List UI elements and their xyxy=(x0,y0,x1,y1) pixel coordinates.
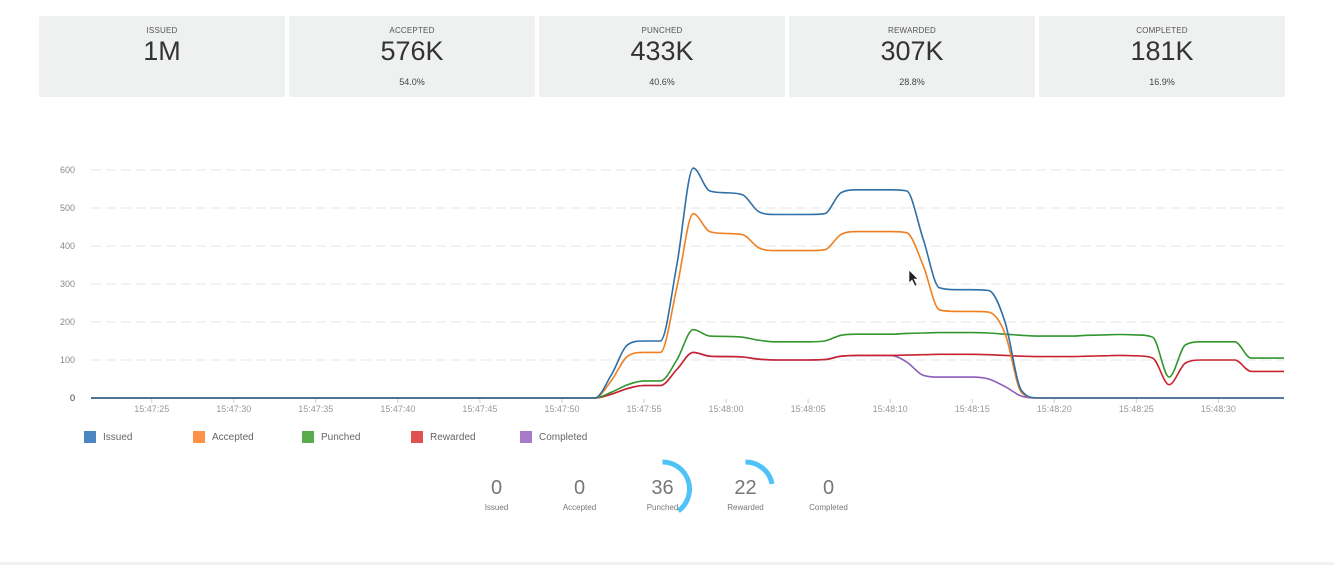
card-percent: 54.0% xyxy=(399,77,425,87)
y-tick-label: 500 xyxy=(60,203,75,213)
x-tick-label: 15:48:05 xyxy=(791,404,826,414)
x-tick-label: 15:48:25 xyxy=(1119,404,1154,414)
y-tick-label: 400 xyxy=(60,241,75,251)
summary-cards: ISSUED 1M ACCEPTED 576K 54.0% PUNCHED 43… xyxy=(39,16,1285,97)
gauge-arc xyxy=(745,459,775,485)
gauge-label: Issued xyxy=(484,503,509,512)
card-label: ACCEPTED xyxy=(389,26,435,35)
series-line-punched xyxy=(91,328,1284,399)
legend-item-completed[interactable]: Completed xyxy=(520,431,629,443)
series-line-issued xyxy=(91,167,1284,399)
gauge-arc-fill xyxy=(745,459,775,485)
live-gauges: 0 Issued 0 Accepted 36 Punched 22 Reward… xyxy=(455,458,870,518)
card-percent: 28.8% xyxy=(899,77,925,87)
x-tick-label: 15:47:50 xyxy=(544,404,579,414)
gauge-label: Punched xyxy=(646,503,679,512)
card-issued: ISSUED 1M xyxy=(39,16,285,97)
card-label: PUNCHED xyxy=(641,26,683,35)
gauge-completed: 0 Completed xyxy=(787,458,870,518)
card-percent: 16.9% xyxy=(1149,77,1175,87)
legend-swatch xyxy=(302,431,314,443)
card-percent xyxy=(39,77,285,88)
card-label: ISSUED xyxy=(146,26,178,35)
x-axis: 15:47:25 15:47:30 15:47:35 15:47:40 15:47:45… xyxy=(134,399,1236,414)
legend-item-issued[interactable]: Issued xyxy=(84,431,193,443)
legend-label: Rewarded xyxy=(430,431,476,443)
card-accepted: ACCEPTED 576K 54.0% xyxy=(289,16,535,97)
x-tick-label: 15:47:30 xyxy=(216,404,251,414)
y-axis: 0 100 200 300 400 500 600 xyxy=(60,165,75,403)
card-value: 576K xyxy=(380,36,444,66)
card-punched: PUNCHED 433K 40.6% xyxy=(539,16,785,97)
gauge-label: Completed xyxy=(809,503,848,512)
card-completed: COMPLETED 181K 16.9% xyxy=(1039,16,1285,97)
x-tick-label: 15:48:15 xyxy=(955,404,990,414)
gauge-value: 0 xyxy=(822,477,835,499)
card-value: 307K xyxy=(880,36,944,66)
gauge-value: 0 xyxy=(573,477,586,499)
card-value: 433K xyxy=(630,36,694,66)
x-tick-label: 15:47:45 xyxy=(462,404,497,414)
card-rewarded: REWARDED 307K 28.8% xyxy=(789,16,1035,97)
gauge-arc xyxy=(662,459,692,513)
legend-item-rewarded[interactable]: Rewarded xyxy=(411,431,520,443)
legend-swatch xyxy=(411,431,423,443)
card-percent: 40.6% xyxy=(649,77,675,87)
gauge-value: 22 xyxy=(734,477,757,499)
x-tick-label: 15:47:40 xyxy=(380,404,415,414)
gauge-arc-fill xyxy=(662,459,692,513)
x-tick-label: 15:48:20 xyxy=(1037,404,1072,414)
card-label: COMPLETED xyxy=(1136,26,1188,35)
card-value: 1M xyxy=(143,36,181,66)
gauge-value: 0 xyxy=(490,477,503,499)
legend-label: Issued xyxy=(103,431,133,443)
gauge-label: Accepted xyxy=(562,503,597,512)
series-line-rewarded xyxy=(91,351,1284,399)
divider xyxy=(0,562,1334,565)
legend-item-punched[interactable]: Punched xyxy=(302,431,411,443)
x-tick-label: 15:47:55 xyxy=(626,404,661,414)
legend-label: Accepted xyxy=(212,431,254,443)
series-line-completed xyxy=(91,351,1284,399)
series-line-accepted xyxy=(91,212,1284,399)
legend-label: Completed xyxy=(539,431,588,443)
x-tick-label: 15:48:00 xyxy=(709,404,744,414)
legend-swatch xyxy=(520,431,532,443)
gauge-label: Rewarded xyxy=(727,503,764,512)
gauge-value: 36 xyxy=(651,477,674,499)
grid-lines xyxy=(91,169,1284,361)
y-tick-label: 0 xyxy=(70,393,75,403)
y-tick-label: 200 xyxy=(60,317,75,327)
y-tick-label: 600 xyxy=(60,165,75,175)
x-tick-label: 15:48:30 xyxy=(1201,404,1236,414)
gauge-rewarded: 22 Rewarded xyxy=(704,458,787,518)
x-tick-label: 15:47:35 xyxy=(298,404,333,414)
legend-swatch xyxy=(193,431,205,443)
card-value: 181K xyxy=(1130,36,1194,66)
legend-label: Punched xyxy=(321,431,361,443)
legend-swatch xyxy=(84,431,96,443)
x-tick-label: 15:47:25 xyxy=(134,404,169,414)
card-label: REWARDED xyxy=(888,26,936,35)
chart-legend: Issued Accepted Punched Rewarded Complet… xyxy=(84,431,629,443)
y-tick-label: 100 xyxy=(60,355,75,365)
legend-item-accepted[interactable]: Accepted xyxy=(193,431,302,443)
x-tick-label: 15:48:10 xyxy=(873,404,908,414)
gauge-accepted: 0 Accepted xyxy=(538,458,621,518)
series-lines xyxy=(91,167,1284,399)
y-tick-label: 300 xyxy=(60,279,75,289)
gauge-issued: 0 Issued xyxy=(455,458,538,518)
mouse-cursor-icon xyxy=(908,269,919,287)
gauge-punched: 36 Punched xyxy=(621,458,704,518)
